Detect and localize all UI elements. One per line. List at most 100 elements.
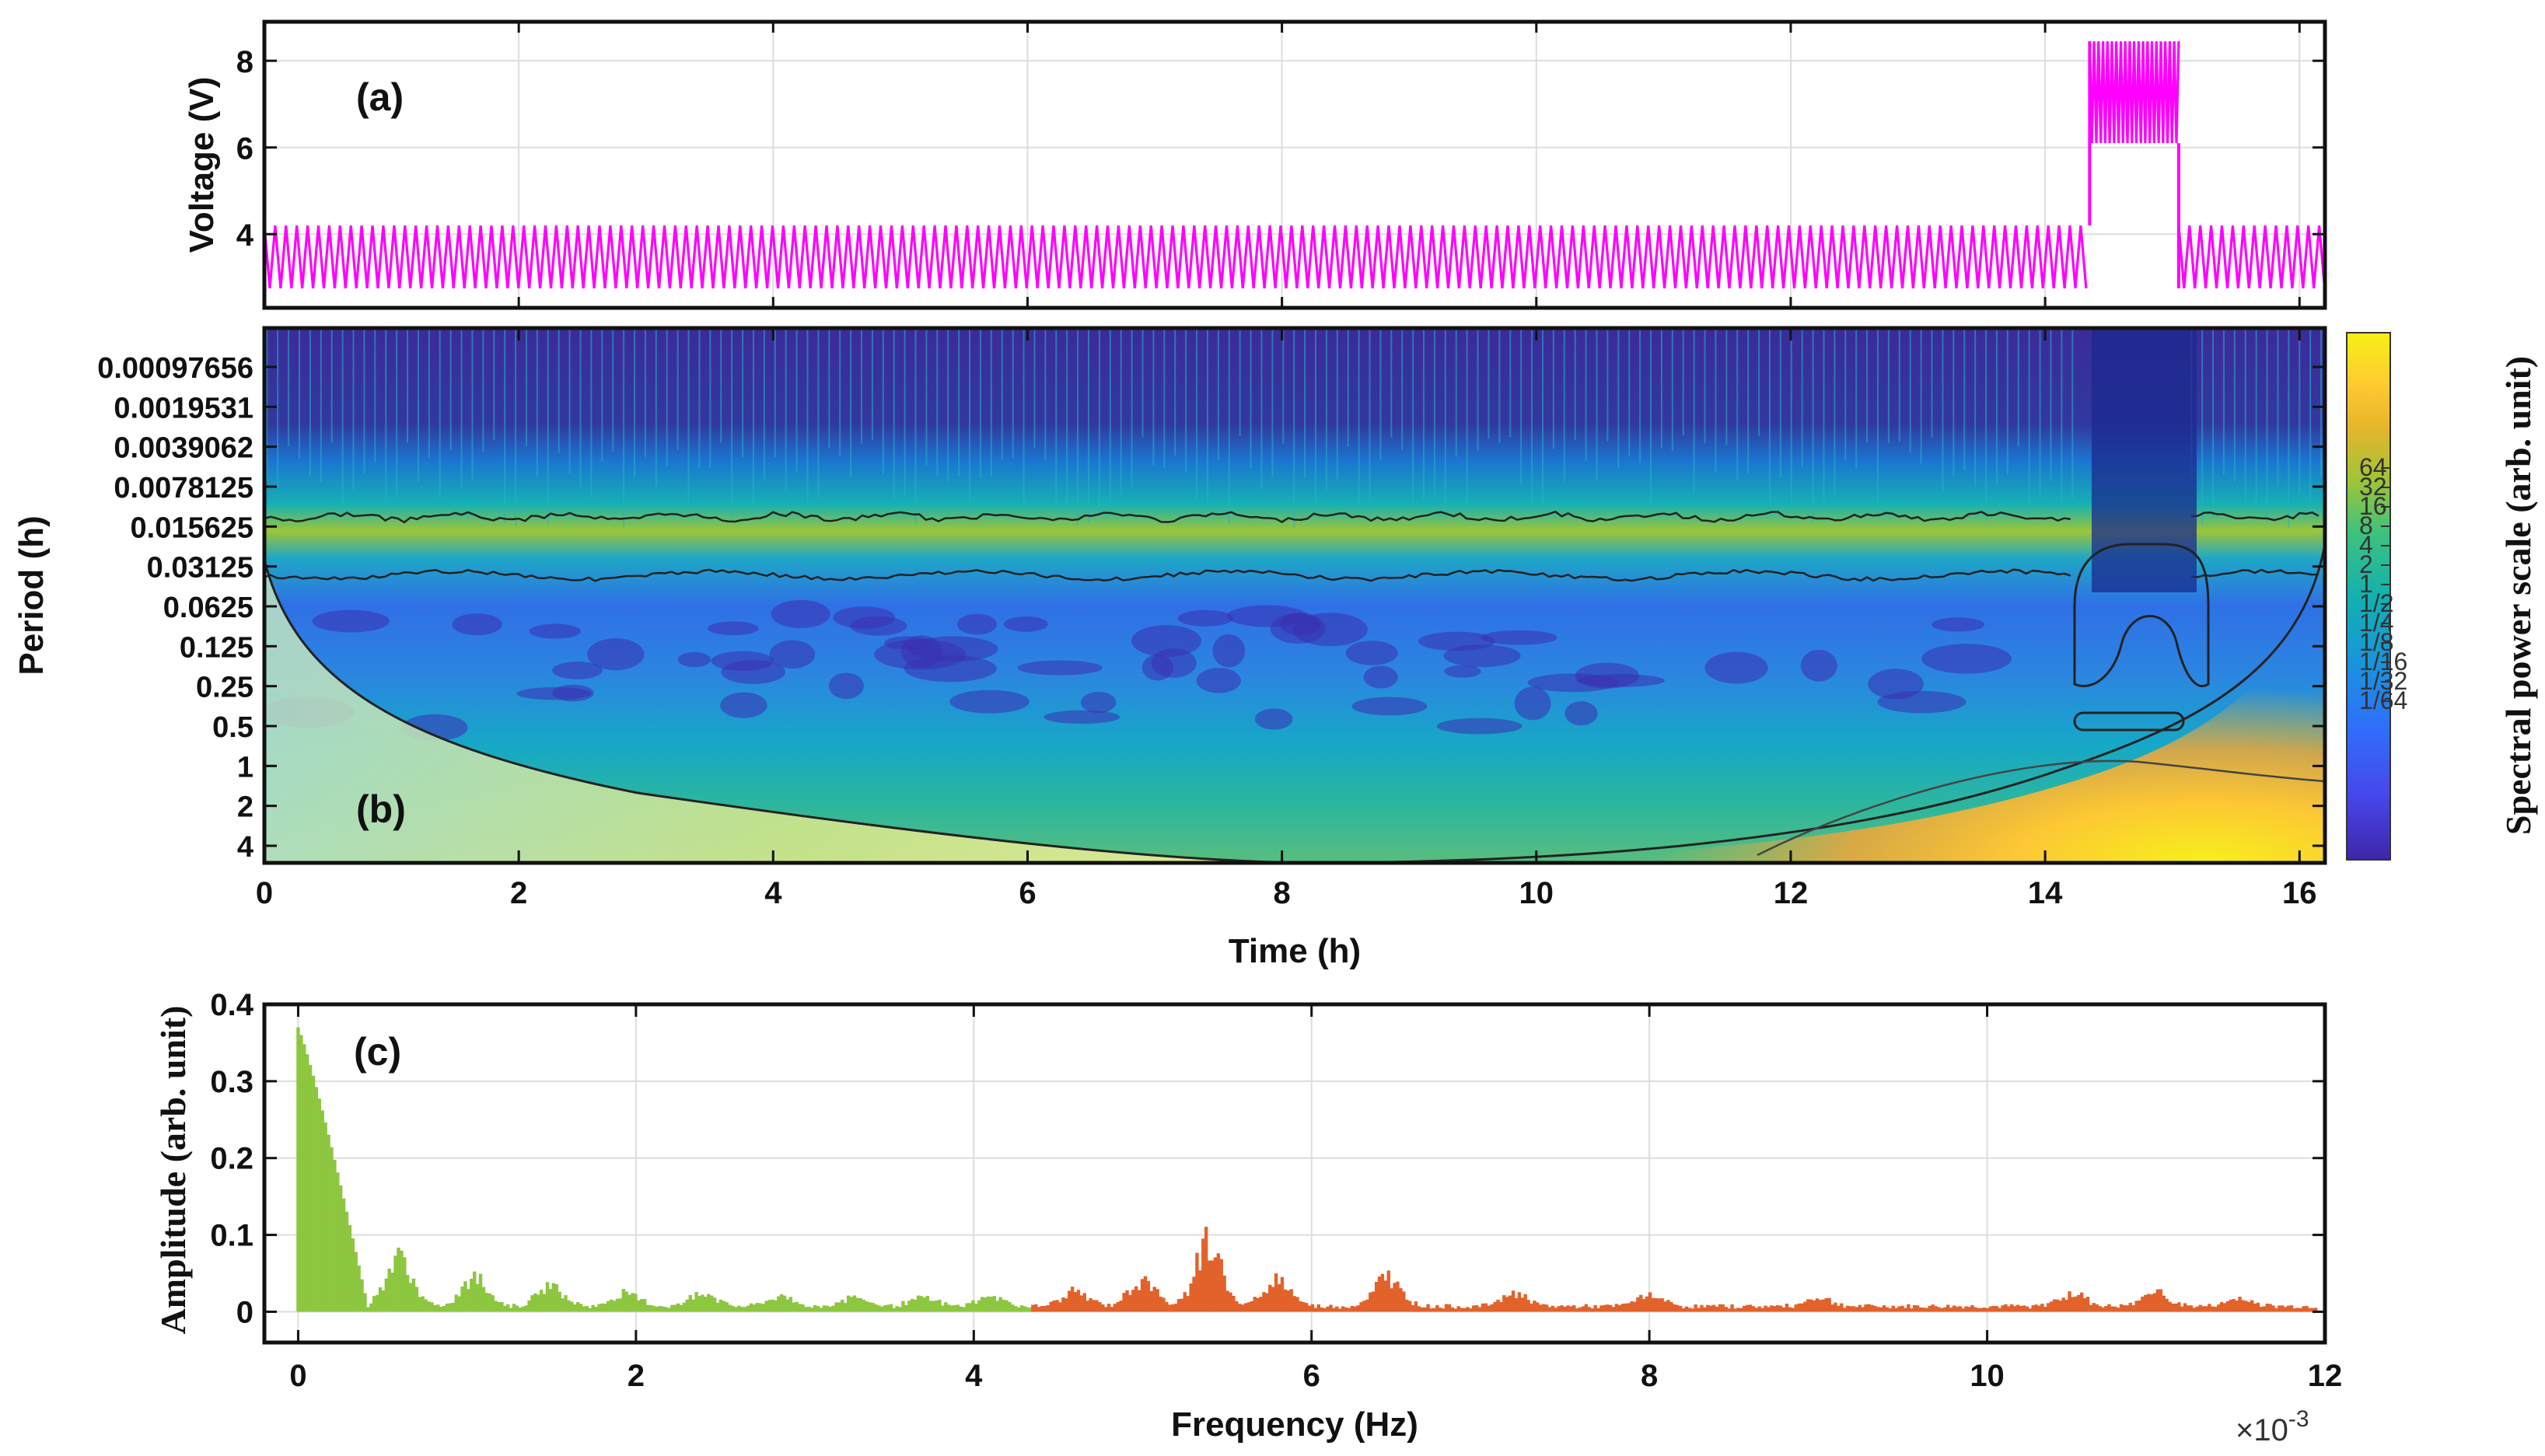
amplitude-bar xyxy=(1362,1301,1366,1312)
amplitude-bar xyxy=(1711,1304,1716,1312)
amplitude-bar xyxy=(855,1297,860,1312)
amplitude-bar xyxy=(2092,1303,2096,1312)
amplitude-bar xyxy=(2289,1305,2294,1312)
amplitude-bar xyxy=(2058,1301,2063,1312)
amplitude-bar xyxy=(2235,1301,2239,1312)
amplitude-bar xyxy=(1700,1304,1704,1312)
amplitude-bar xyxy=(2010,1304,2014,1312)
heatmap-blob xyxy=(1931,617,1985,632)
amplitude-bar xyxy=(1159,1296,1162,1312)
heatmap-blob xyxy=(1921,644,2012,674)
amplitude-bar xyxy=(645,1304,650,1312)
amplitude-bar xyxy=(1654,1297,1659,1312)
amplitude-bar xyxy=(2141,1297,2145,1312)
amplitude-bar xyxy=(2201,1306,2205,1312)
amplitude-bar xyxy=(445,1303,449,1312)
amplitude-bar xyxy=(336,1172,340,1312)
amplitude-bar xyxy=(1651,1297,1655,1312)
amplitude-bar xyxy=(1186,1296,1190,1312)
amplitude-bar xyxy=(558,1291,561,1312)
contour-long-period xyxy=(1757,759,2325,857)
amplitude-bar xyxy=(1350,1305,1355,1312)
x-multiplier: ×10-3 xyxy=(2236,1406,2309,1447)
amplitude-bar xyxy=(828,1307,832,1312)
amplitude-bar xyxy=(533,1293,537,1312)
amplitude-bar xyxy=(2015,1304,2020,1312)
panel-a-label: (a) xyxy=(356,75,404,119)
amplitude-bar xyxy=(1751,1306,1756,1312)
amplitude-bar xyxy=(673,1304,677,1312)
coi-left-region xyxy=(264,560,1322,863)
amplitude-bar xyxy=(2192,1308,2197,1312)
amplitude-bar xyxy=(1271,1287,1275,1312)
amplitude-bar xyxy=(889,1304,893,1312)
amplitude-bar xyxy=(785,1299,790,1312)
c-xtick-label: 8 xyxy=(1641,1359,1658,1393)
amplitude-bar xyxy=(1608,1304,1613,1312)
amplitude-bar xyxy=(2047,1303,2050,1312)
amplitude-bar xyxy=(1894,1308,1898,1312)
amplitude-bar xyxy=(609,1299,614,1312)
amplitude-bar xyxy=(949,1305,954,1312)
amplitude-bar xyxy=(1453,1308,1457,1312)
amplitude-bar xyxy=(1851,1306,1856,1312)
amplitude-bar xyxy=(1246,1302,1251,1312)
amplitude-bar xyxy=(1165,1301,1169,1312)
amplitude-bar xyxy=(2119,1304,2124,1312)
amplitude-bar xyxy=(1934,1306,1938,1312)
amplitude-bar xyxy=(935,1301,939,1312)
amplitude-bar xyxy=(715,1302,720,1312)
amplitude-bar xyxy=(1940,1308,1944,1312)
c-xtick-label: 2 xyxy=(628,1359,645,1393)
amplitude-bar xyxy=(1019,1305,1024,1312)
amplitude-bar xyxy=(1466,1307,1470,1312)
amplitude-bar xyxy=(1641,1299,1646,1312)
amplitude-bar xyxy=(1125,1290,1129,1312)
amplitude-bar xyxy=(1830,1304,1834,1312)
heatmap-blob xyxy=(1131,625,1202,657)
amplitude-bar xyxy=(865,1301,869,1312)
amplitude-bar xyxy=(403,1257,407,1312)
amplitude-bar xyxy=(2031,1305,2035,1312)
amplitude-bar xyxy=(1566,1305,1570,1312)
amplitude-bar xyxy=(1280,1276,1285,1312)
amplitude-bar xyxy=(2271,1305,2275,1312)
amplitude-bar xyxy=(2004,1304,2008,1312)
heatmap-blob xyxy=(720,692,767,718)
amplitude-bar xyxy=(1743,1305,1746,1312)
amplitude-bar xyxy=(1590,1308,1594,1312)
amplitude-bar xyxy=(509,1308,513,1312)
heatmap-blob xyxy=(1576,674,1666,687)
amplitude-bar xyxy=(1563,1307,1567,1312)
amplitude-bar xyxy=(460,1287,464,1312)
amplitude-bar xyxy=(473,1271,477,1312)
amplitude-bar xyxy=(360,1279,364,1312)
panel-b-xlabel: Time (h) xyxy=(1229,932,1361,970)
amplitude-bar xyxy=(1207,1260,1211,1312)
amplitude-bar xyxy=(1390,1288,1393,1312)
amplitude-bar xyxy=(1979,1308,1984,1312)
amplitude-bar xyxy=(2149,1294,2154,1312)
amplitude-bar xyxy=(1818,1300,1823,1312)
amplitude-bar xyxy=(1026,1307,1030,1312)
amplitude-bar xyxy=(755,1303,760,1312)
amplitude-bar xyxy=(1703,1307,1707,1312)
amplitude-bar xyxy=(1396,1281,1400,1312)
panel-b-label: (b) xyxy=(356,787,406,831)
amplitude-bar xyxy=(1812,1300,1816,1312)
amplitude-bar xyxy=(1718,1304,1722,1312)
voltage-segment xyxy=(2177,225,2325,289)
amplitude-bar xyxy=(1313,1308,1318,1312)
contour-band-upper xyxy=(264,510,2320,524)
amplitude-bar xyxy=(1286,1290,1290,1312)
amplitude-bar xyxy=(694,1292,698,1312)
heatmap-blob xyxy=(1704,651,1768,684)
amplitude-bar xyxy=(1848,1306,1853,1312)
amplitude-bar xyxy=(1745,1304,1750,1312)
amplitude-bar xyxy=(1912,1304,1917,1312)
amplitude-bar xyxy=(1547,1307,1552,1312)
amplitude-bar xyxy=(1945,1304,1950,1312)
heatmap-blob xyxy=(1044,710,1120,725)
amplitude-bar xyxy=(776,1296,781,1312)
amplitude-bar xyxy=(2028,1308,2032,1312)
